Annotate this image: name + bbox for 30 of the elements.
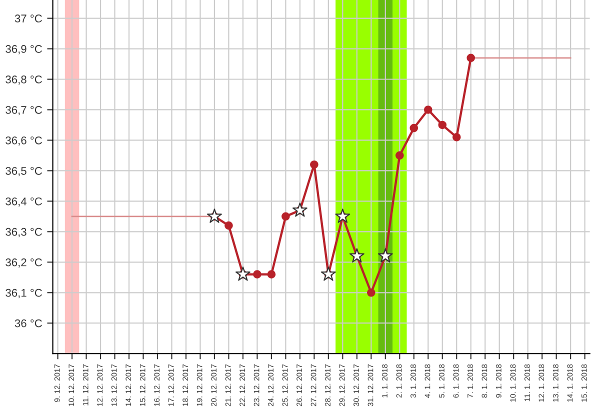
point	[224, 221, 233, 230]
point	[253, 270, 262, 279]
point	[378, 248, 393, 263]
point	[452, 133, 461, 142]
point	[395, 151, 404, 160]
point	[267, 270, 276, 279]
y-tick-label: 36,3 °C	[6, 228, 42, 238]
y-tick-label: 36,1 °C	[6, 288, 42, 298]
point	[349, 248, 364, 263]
point	[410, 124, 418, 132]
y-tick-label: 36,9 °C	[6, 45, 42, 54]
y-tick-label: 36,4 °C	[6, 197, 42, 207]
point	[235, 266, 250, 281]
point	[466, 54, 476, 62]
y-tick-label: 36,2 °C	[6, 258, 42, 268]
point	[424, 106, 432, 114]
point	[320, 266, 336, 281]
point	[206, 208, 222, 223]
y-tick-label: 36,8 °C	[6, 76, 42, 85]
point	[366, 288, 376, 297]
y-tick-label: 36,7 °C	[6, 106, 42, 116]
y-tick-label: 37 °C	[14, 14, 42, 22]
point	[438, 120, 447, 130]
point	[292, 202, 308, 217]
y-tick-label: 36 °C	[14, 319, 42, 328]
point	[282, 212, 290, 221]
y-tick-label: 36,5 °C	[6, 166, 42, 176]
point	[310, 160, 318, 169]
y-tick-label: 36,6 °C	[6, 136, 42, 146]
point	[335, 208, 350, 223]
